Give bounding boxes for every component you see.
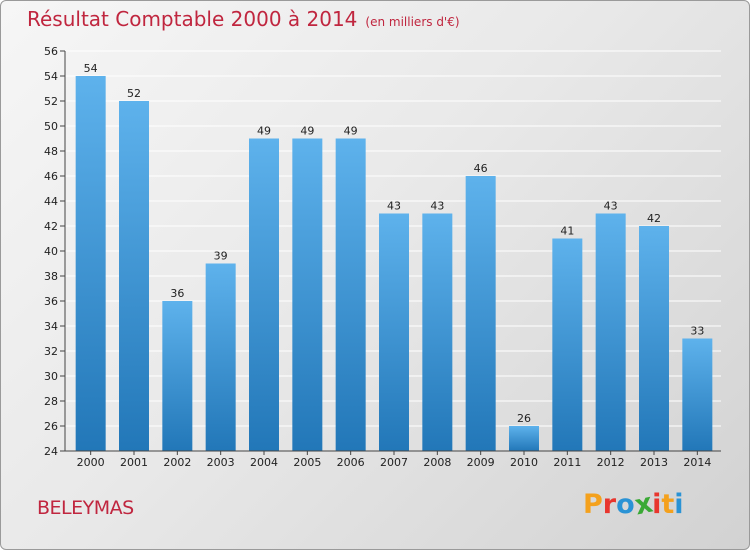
bar xyxy=(595,213,626,451)
logo-letter: t xyxy=(661,489,675,520)
y-tick-label: 56 xyxy=(44,45,58,58)
y-tick-label: 36 xyxy=(44,295,58,308)
data-label: 43 xyxy=(604,200,618,213)
y-tick-label: 28 xyxy=(44,395,58,408)
y-tick-label: 44 xyxy=(44,195,58,208)
bar xyxy=(119,101,149,451)
data-label: 49 xyxy=(344,125,358,138)
x-tick-label: 2008 xyxy=(423,456,451,469)
y-tick-label: 48 xyxy=(44,145,58,158)
y-tick-label: 26 xyxy=(44,420,58,433)
logo-letter: i xyxy=(652,489,662,520)
data-label: 41 xyxy=(560,225,574,238)
y-tick-label: 32 xyxy=(44,345,58,358)
bar xyxy=(379,213,409,451)
y-tick-label: 34 xyxy=(44,320,58,333)
x-tick-label: 2002 xyxy=(163,456,191,469)
data-label: 54 xyxy=(84,62,98,75)
title-unit: (en milliers d'€) xyxy=(365,15,460,29)
bar xyxy=(75,76,106,451)
y-tick-label: 50 xyxy=(44,120,58,133)
x-tick-label: 2001 xyxy=(120,456,148,469)
data-label: 43 xyxy=(387,200,401,213)
chart-title: Résultat Comptable 2000 à 2014 (en millie… xyxy=(27,7,460,31)
y-tick-label: 40 xyxy=(44,245,58,258)
logo-letter: o xyxy=(616,489,635,520)
bar xyxy=(682,338,713,451)
bar xyxy=(422,213,453,451)
x-tick-label: 2011 xyxy=(553,456,581,469)
bars: 54 52 36 39 49 49 49 43 43 46 26 41 43 42 33 xyxy=(75,62,713,451)
bar xyxy=(335,138,366,451)
bar xyxy=(639,226,669,451)
title-main: Résultat Comptable 2000 à 2014 xyxy=(27,7,358,31)
data-label: 52 xyxy=(127,87,141,100)
proxiti-logo: Proxiti xyxy=(583,488,684,522)
bar xyxy=(552,238,583,451)
x-tick-label: 2003 xyxy=(207,456,235,469)
y-tick-label: 42 xyxy=(44,220,58,233)
x-tick-label: 2006 xyxy=(337,456,365,469)
x-axis: 2000 2001 2002 2003 2004 2005 2006 2007 2008 2009… xyxy=(65,450,721,469)
bar xyxy=(162,301,193,451)
y-tick-label: 54 xyxy=(44,70,58,83)
data-label: 42 xyxy=(647,212,661,225)
y-tick-label: 30 xyxy=(44,370,58,383)
data-label: 49 xyxy=(257,125,271,138)
x-tick-label: 2012 xyxy=(597,456,625,469)
data-label: 33 xyxy=(690,325,704,338)
data-label: 39 xyxy=(214,250,228,263)
y-axis: 24 26 28 30 32 34 36 38 40 42 44 46 48 50 52 54 56 xyxy=(44,45,66,458)
bar xyxy=(465,176,496,451)
y-tick-label: 52 xyxy=(44,95,58,108)
data-label: 26 xyxy=(517,412,531,425)
data-label: 36 xyxy=(170,287,184,300)
data-label: 43 xyxy=(430,200,444,213)
x-tick-label: 2009 xyxy=(467,456,495,469)
x-tick-label: 2007 xyxy=(380,456,408,469)
bar xyxy=(509,426,539,451)
x-tick-label: 2010 xyxy=(510,456,538,469)
x-tick-label: 2000 xyxy=(77,456,105,469)
bar xyxy=(292,138,323,451)
bar xyxy=(249,138,279,451)
x-tick-label: 2004 xyxy=(250,456,278,469)
logo-letter: P xyxy=(583,489,603,520)
x-tick-label: 2013 xyxy=(640,456,668,469)
logo-letter: r xyxy=(602,489,617,520)
x-tick-label: 2005 xyxy=(293,456,321,469)
bar xyxy=(205,263,236,451)
logo-letter: i xyxy=(674,489,684,520)
data-label: 49 xyxy=(300,125,314,138)
x-tick-label: 2014 xyxy=(683,456,711,469)
y-tick-label: 46 xyxy=(44,170,58,183)
commune-name: BELEYMAS xyxy=(37,497,134,519)
data-label: 46 xyxy=(474,162,488,175)
y-tick-label: 24 xyxy=(44,445,58,458)
y-tick-label: 38 xyxy=(44,270,58,283)
